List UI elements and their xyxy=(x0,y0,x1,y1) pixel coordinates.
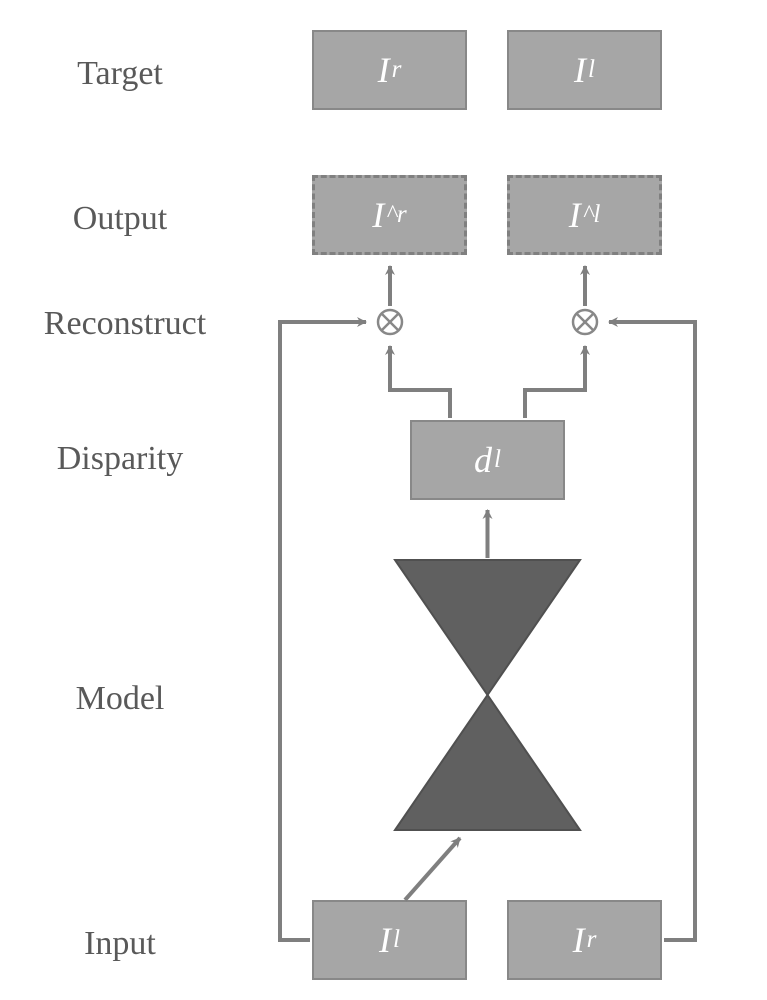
box-target-l: Il xyxy=(507,30,662,110)
disparity-sup: l xyxy=(494,446,501,474)
diagram-canvas: Target Output Reconstruct Disparity Mode… xyxy=(0,0,767,1000)
arrow-input-to-model xyxy=(405,838,460,900)
otimes-left-icon xyxy=(376,308,404,336)
target-r-sup: r xyxy=(392,56,402,84)
target-l-sup: l xyxy=(588,56,595,84)
input-l-sup: l xyxy=(393,926,400,954)
box-input-r: Ir xyxy=(507,900,662,980)
arrow-disparity-to-right-otimes xyxy=(525,346,585,418)
input-r-base: I xyxy=(573,919,585,961)
arrow-disparity-to-left-otimes xyxy=(390,346,450,418)
output-r-sup: ^r xyxy=(386,201,406,229)
box-output-l: I^l xyxy=(507,175,662,255)
label-disparity: Disparity xyxy=(10,440,230,478)
arrow-input-l-to-left-otimes xyxy=(280,322,366,940)
output-l-base: I xyxy=(569,194,581,236)
box-disparity: dl xyxy=(410,420,565,500)
input-r-sup: r xyxy=(587,926,597,954)
box-target-r: Ir xyxy=(312,30,467,110)
model-shape xyxy=(395,560,580,830)
output-r-base: I xyxy=(372,194,384,236)
arrows-overlay xyxy=(0,0,767,1000)
label-model: Model xyxy=(10,680,230,718)
label-input: Input xyxy=(10,925,230,963)
label-output: Output xyxy=(10,200,230,238)
target-l-base: I xyxy=(574,49,586,91)
arrow-input-r-to-right-otimes xyxy=(609,322,695,940)
input-l-base: I xyxy=(379,919,391,961)
box-input-l: Il xyxy=(312,900,467,980)
box-output-r: I^r xyxy=(312,175,467,255)
target-r-base: I xyxy=(378,49,390,91)
label-target: Target xyxy=(10,55,230,93)
otimes-right-icon xyxy=(571,308,599,336)
label-reconstruct: Reconstruct xyxy=(0,305,255,343)
disparity-base: d xyxy=(474,439,492,481)
output-l-sup: ^l xyxy=(583,201,601,229)
